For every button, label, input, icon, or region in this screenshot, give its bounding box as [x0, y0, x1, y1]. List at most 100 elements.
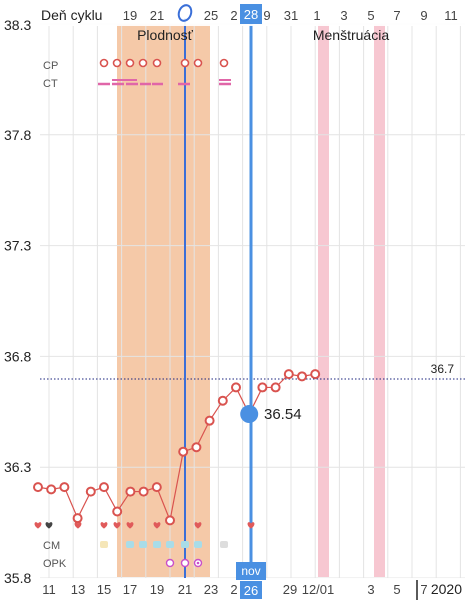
ovulation-test-marker-dot	[196, 561, 200, 565]
cervical-position-marker	[152, 58, 162, 68]
footer-bar	[0, 578, 465, 600]
date-label: 12/01	[302, 582, 335, 597]
cycle-day-label: 31	[284, 8, 298, 23]
mucus-marker	[153, 541, 161, 548]
heart-icon	[247, 522, 255, 529]
current-date-badge[interactable]	[240, 581, 262, 599]
mucus-marker	[194, 541, 202, 548]
temperature-point[interactable]	[204, 415, 215, 426]
current-day-label: 28	[244, 7, 258, 22]
cycle-day-label: 25	[204, 8, 218, 23]
y-tick-label: 36.8	[4, 348, 31, 364]
y-tick-label: 38.3	[4, 17, 31, 33]
date-label: 7	[420, 582, 427, 597]
mucus-marker	[166, 541, 174, 548]
y-tick-label: 37.8	[4, 127, 31, 143]
temperature-point[interactable]	[112, 506, 123, 517]
date-label: 11	[42, 582, 56, 597]
cycle-day-labels: 19 21 25 2 9 31 1 3 5 7 9 11	[123, 8, 458, 23]
temperature-point[interactable]	[85, 486, 96, 497]
temperature-point[interactable]	[257, 382, 268, 393]
temperature-point[interactable]	[151, 482, 162, 493]
date-label: 5	[393, 582, 400, 597]
date-label: 21	[178, 582, 192, 597]
cervical-texture-row	[98, 79, 231, 86]
cervical-position-marker	[193, 58, 203, 68]
cycle-day-label: 1	[313, 8, 320, 23]
month-badge[interactable]	[236, 562, 266, 580]
month-badge-label: nov	[241, 564, 260, 578]
cycle-day-label: 9	[263, 8, 270, 23]
cycle-day-label: 5	[367, 8, 374, 23]
ovulation-test-marker	[180, 558, 190, 568]
temperature-point[interactable]	[46, 484, 57, 495]
cm-row-label: CM	[43, 540, 60, 552]
cervical-position-marker	[138, 58, 148, 68]
date-label: 2	[230, 582, 237, 597]
mucus-marker	[220, 541, 228, 548]
menstruation-label: Menštruácia	[313, 27, 389, 43]
ovulation-icon[interactable]	[177, 3, 194, 22]
date-label: 3	[367, 582, 374, 597]
y-tick-label: 36.3	[4, 459, 31, 475]
mucus-marker	[100, 541, 108, 548]
heart-icon	[153, 522, 161, 529]
opk-row-label: OPK	[43, 558, 67, 570]
temperature-point[interactable]	[99, 482, 109, 493]
heart-icon	[74, 522, 82, 529]
heart-icon	[45, 522, 53, 529]
cervical-position-marker	[219, 58, 229, 68]
y-axis: 38.3 37.8 37.3 36.8 36.3 35.8	[4, 17, 31, 586]
temperature-point[interactable]	[33, 482, 43, 493]
cp-row-label: CP	[43, 60, 58, 72]
heart-icon	[194, 522, 202, 529]
year-label: 2020	[431, 581, 462, 597]
mucus-marker	[139, 541, 147, 548]
date-label: 29	[283, 582, 297, 597]
temperature-point[interactable]	[231, 382, 241, 393]
date-label: 17	[123, 582, 137, 597]
ovulation-test-row	[165, 558, 203, 568]
heart-icon	[34, 522, 42, 529]
cervical-position-marker	[112, 58, 122, 68]
cycle-day-label: 7	[393, 8, 400, 23]
fertility-label: Plodnosť	[137, 27, 194, 43]
heart-icon	[113, 522, 121, 529]
selected-temperature-label: 36.54	[264, 406, 302, 423]
temperature-point[interactable]	[165, 515, 175, 526]
temperature-point[interactable]	[138, 486, 149, 497]
temperature-points[interactable]	[33, 369, 321, 526]
temperature-point[interactable]	[72, 513, 83, 524]
cervical-position-row	[99, 58, 229, 68]
date-labels: 11 13 15 17 19 21 23 2 29 12/01 3 5 7	[42, 582, 427, 597]
current-date-label: 26	[244, 583, 258, 598]
current-day-badge[interactable]	[240, 4, 262, 24]
temperature-point[interactable]	[178, 446, 189, 457]
temperature-point[interactable]	[270, 382, 281, 393]
menstruation-band-2	[374, 24, 385, 577]
cycle-day-label: 11	[444, 8, 458, 23]
temperature-point[interactable]	[310, 369, 321, 380]
temperature-point[interactable]	[59, 482, 70, 493]
cycle-day-label: 21	[150, 8, 164, 23]
y-tick-label: 37.3	[4, 238, 31, 254]
temperature-point[interactable]	[125, 486, 136, 497]
temperature-point[interactable]	[283, 369, 294, 380]
date-label: 23	[204, 582, 218, 597]
intercourse-row	[34, 522, 255, 529]
cervical-position-marker	[99, 58, 109, 68]
cycle-day-label: 2	[230, 8, 237, 23]
date-label: 15	[97, 582, 111, 597]
temperature-point[interactable]	[191, 442, 202, 453]
temperature-point[interactable]	[297, 371, 307, 382]
cycle-day-label: 19	[123, 8, 137, 23]
heart-icon	[126, 522, 134, 529]
temperature-series-line	[37, 373, 316, 523]
cervical-position-marker	[180, 58, 190, 68]
temperature-point[interactable]	[217, 395, 228, 406]
cervical-position-marker	[125, 58, 135, 68]
cycle-day-label: 9	[420, 8, 427, 23]
selected-temperature-point[interactable]	[240, 405, 259, 424]
